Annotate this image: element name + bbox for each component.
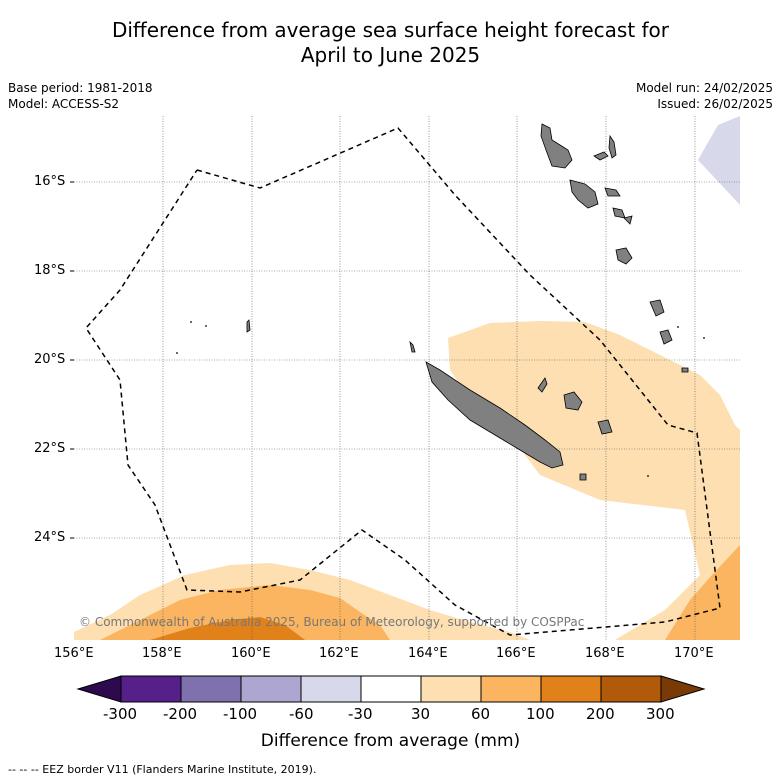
vanuatu-efate — [623, 215, 633, 225]
colorbar — [76, 675, 706, 703]
vanuatu-tanna — [649, 299, 665, 317]
lon-label: 160°E — [231, 646, 271, 661]
lon-label: 158°E — [142, 646, 182, 661]
lat-label: 24°S — [34, 530, 66, 545]
colorbar-label: 300 — [646, 705, 675, 723]
colorbar-label: 30 — [411, 705, 431, 723]
colorbar-bin — [180, 675, 242, 703]
colorbar-bin — [300, 675, 362, 703]
map-plot-area — [74, 116, 740, 640]
isle-of-pines — [579, 473, 587, 481]
chesterfield-islet — [246, 319, 251, 333]
vanuatu-epi — [612, 207, 626, 219]
anomaly-100-200-south — [150, 617, 305, 640]
colorbar-bin — [480, 675, 542, 703]
vanuatu-pentecost — [608, 134, 617, 159]
colorbar-label: -60 — [289, 705, 314, 723]
title-line-1: Difference from average sea surface heig… — [111, 18, 670, 42]
colorbar-under-arrow — [76, 675, 122, 703]
colorbar-bin — [420, 675, 482, 703]
vanuatu-ambae — [593, 151, 609, 161]
lat-label: 22°S — [34, 441, 66, 456]
lon-label: 164°E — [408, 646, 448, 661]
vanuatu-espiritu-santo — [540, 123, 573, 169]
colorbar-bin — [240, 675, 302, 703]
graticule — [74, 116, 740, 640]
colorbar-label: -200 — [163, 705, 198, 723]
vanuatu-ambrym — [604, 187, 621, 197]
title-line-2: April to June 2025 — [300, 43, 481, 67]
lon-label: 168°E — [585, 646, 625, 661]
loyalty-ouvea — [537, 377, 548, 393]
lon-label: 156°E — [54, 646, 94, 661]
eez-legend-footer: -- -- -- EEZ border V11 (Flanders Marine… — [8, 763, 317, 776]
anomaly-30-60-east — [448, 321, 740, 640]
issued-date: Issued: 26/02/2025 — [657, 97, 773, 111]
model-run: Model run: 24/02/2025 — [635, 81, 773, 95]
lat-tick-marks — [70, 181, 74, 539]
colorbar-bin — [600, 675, 662, 703]
new-caledonia — [425, 361, 564, 469]
colorbar-label: -30 — [348, 705, 373, 723]
belep-islands — [409, 340, 416, 353]
lon-label: 162°E — [319, 646, 359, 661]
colorbar-title: Difference from average (mm) — [260, 731, 521, 751]
hunter-island — [681, 367, 689, 373]
lat-label: 16°S — [34, 174, 66, 189]
anomaly-60-100-south — [100, 585, 390, 640]
map-title: Difference from average sea surface heig… — [0, 18, 781, 68]
base-period: Base period: 1981-2018 — [8, 81, 153, 95]
loyalty-mare — [597, 419, 613, 435]
colorbar-bin — [540, 675, 602, 703]
landmasses — [246, 123, 689, 481]
lat-label: 18°S — [34, 263, 66, 278]
colorbar-label: -300 — [103, 705, 138, 723]
lon-label: 166°E — [496, 646, 536, 661]
colorbar-label: 200 — [586, 705, 615, 723]
vanuatu-aneityum — [659, 329, 673, 345]
copyright-notice: © Commonwealth of Australia 2025, Bureau… — [79, 615, 585, 629]
anomaly-negative-northeast — [698, 116, 740, 205]
colorbar-bin — [360, 675, 422, 703]
colorbar-label: 100 — [526, 705, 555, 723]
meta-right: Model run: 24/02/2025 Issued: 26/02/2025 — [636, 80, 773, 112]
colorbar-label: -100 — [223, 705, 258, 723]
model-name: Model: ACCESS-S2 — [8, 97, 120, 111]
eez-border — [85, 127, 721, 636]
loyalty-lifou — [563, 391, 583, 411]
colorbar-label: 60 — [471, 705, 491, 723]
anomaly-60-100-east — [665, 545, 740, 640]
meta-left: Base period: 1981-2018 Model: ACCESS-S2 — [8, 80, 153, 112]
vanuatu-malekula — [569, 179, 599, 209]
vanuatu-erromango — [615, 247, 633, 265]
colorbar-over-arrow — [660, 675, 706, 703]
colorbar-bin — [120, 675, 182, 703]
small-islets — [176, 321, 705, 477]
lat-label: 20°S — [34, 352, 66, 367]
lon-label: 170°E — [674, 646, 714, 661]
